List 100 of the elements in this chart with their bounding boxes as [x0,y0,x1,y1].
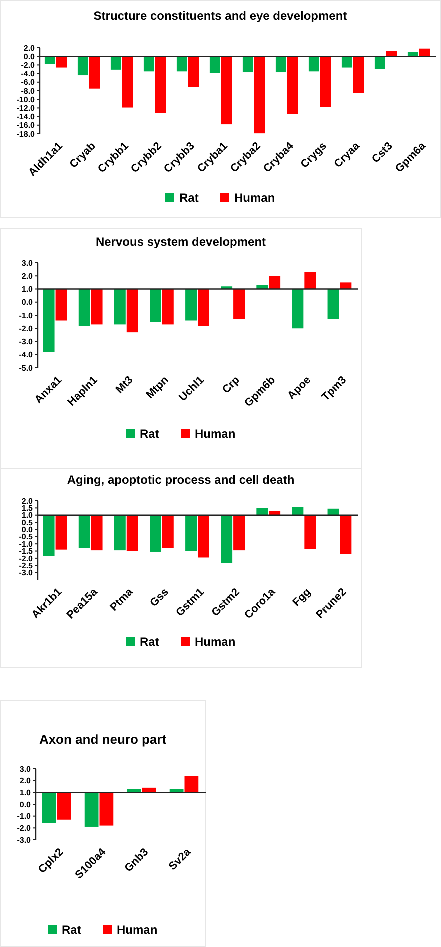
bar [354,56,364,94]
bar [288,56,298,114]
bar [114,289,126,325]
y-tick-label: -16.0 [16,121,36,130]
legend-label: Rat [180,191,199,205]
y-tick-label: -3.0 [19,568,34,578]
bar [256,508,268,516]
bar [186,515,197,552]
bar [100,792,114,826]
y-tick-label: -8.0 [21,86,36,96]
y-tick-label: -2.0 [19,324,34,334]
chart-title: Structure constituents and eye development [94,9,348,23]
bar [126,515,138,552]
bar [269,511,281,516]
bar [420,48,430,57]
bar [114,515,126,551]
legend-label: Human [234,191,276,205]
y-tick-label: 2.0 [22,496,34,506]
bar [84,792,99,827]
y-tick-label: -2.0 [19,554,34,564]
y-tick-label: -1.0 [19,540,34,549]
legend-label: Rat [140,427,160,441]
bar [198,289,210,326]
legend-label: Human [195,635,236,649]
bar [276,56,286,73]
bar [304,272,316,290]
bar [234,515,245,551]
bar [186,289,197,321]
y-tick-label: 1.0 [22,511,34,520]
y-tick-label: -14.0 [16,112,36,122]
bar [162,289,174,325]
y-tick-label: 0.0 [20,800,32,810]
y-tick-label: -5.0 [19,364,34,373]
y-tick-label: 3.0 [22,258,34,268]
y-tick-label: -0.5 [19,532,34,542]
bar [43,515,55,556]
bar [42,792,56,824]
bar [222,56,232,125]
bar [78,515,90,548]
bar [292,289,304,329]
y-tick-label: -1.5 [19,547,34,556]
bar [176,56,188,72]
bar [90,56,100,89]
bar [328,289,340,320]
bar [56,56,68,68]
bar [292,507,304,516]
chart-title: Aging, apoptotic process and cell death [67,473,295,487]
y-tick-label: -2.0 [21,61,36,70]
y-tick-label: 0.0 [24,52,36,62]
bar [43,289,55,352]
bar [221,515,233,564]
legend-label: Human [195,427,236,441]
bar [308,56,320,72]
bar [56,515,68,550]
y-tick-label: 1.5 [22,504,34,513]
bar [91,515,103,551]
x-tick-label: Mt3 [114,374,136,396]
y-tick-label: -2.5 [19,561,34,570]
chart-title: Axon and neuro part [39,732,168,747]
x-tick-label: Crp [220,374,243,396]
y-tick-label: -1.0 [17,812,32,822]
bar [44,56,56,64]
bar [78,289,90,326]
bar [374,56,386,70]
y-tick-label: -12.0 [16,104,36,113]
y-tick-label: 2.0 [20,776,32,786]
y-tick-label: -3.0 [19,338,34,347]
bar [304,515,316,550]
bar [254,56,266,134]
bar [144,56,154,72]
x-tick-label: Gss [148,586,172,610]
y-tick-label: -3.0 [17,836,32,845]
y-tick-label: 1.0 [20,788,32,798]
bar [269,276,281,290]
x-tick-label: Fgg [290,586,314,610]
y-tick-label: -18.0 [16,130,36,139]
y-tick-label: -1.0 [19,311,34,320]
bar [340,282,352,290]
chart-title: Nervous system development [96,235,266,249]
y-tick-label: 3.0 [20,764,32,774]
legend-label: Human [117,923,158,937]
y-tick-label: 0.5 [22,518,34,528]
y-tick-label: -4.0 [19,350,34,360]
bar [110,56,122,70]
bar [184,776,199,793]
bar [198,515,210,558]
bar [234,289,245,320]
y-tick-label: 0.0 [22,526,34,535]
y-tick-label: 2.0 [24,44,36,53]
bar [126,289,138,333]
y-tick-label: -2.0 [17,824,32,833]
y-tick-label: 0.0 [22,298,34,308]
bar [242,56,254,73]
y-tick-label: -6.0 [21,78,36,88]
y-tick-label: 2.0 [22,272,34,281]
bar [91,289,103,325]
y-tick-label: -10.0 [16,95,36,104]
bar [342,56,352,68]
bar [57,792,72,820]
y-tick-label: 1.0 [22,285,34,294]
